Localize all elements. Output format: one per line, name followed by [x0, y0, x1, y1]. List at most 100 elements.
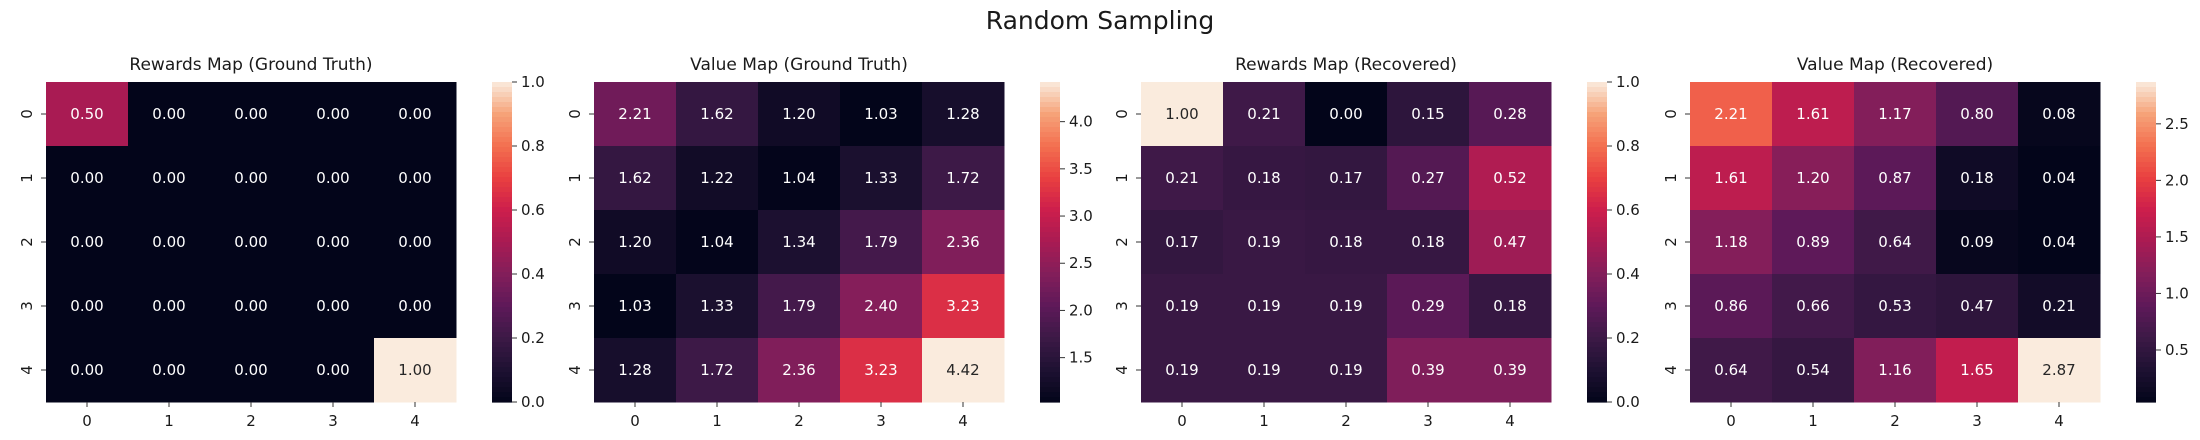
heatmap-cell [1690, 82, 1773, 147]
colorbar-segment [1587, 272, 1607, 278]
colorbar-tick-label: 0.8 [521, 137, 545, 155]
heatmap-cell [210, 338, 293, 403]
colorbar-segment [2136, 382, 2156, 388]
colorbar-tick-label: 2.5 [2165, 115, 2189, 133]
cell-value-label: 3.23 [946, 297, 979, 315]
cell-value-label: 0.19 [1247, 297, 1280, 315]
colorbar-segment [1040, 352, 1060, 358]
heatmap-cell [292, 210, 375, 275]
colorbar-segment [1040, 247, 1060, 253]
colorbar-segment [2136, 182, 2156, 188]
colorbar-segment [1587, 282, 1607, 288]
colorbar-segment [2136, 132, 2156, 138]
cell-value-label: 0.39 [1411, 361, 1444, 379]
colorbar-segment [492, 282, 512, 288]
colorbar-segment [1040, 347, 1060, 353]
x-tick-label: 0 [1177, 412, 1187, 430]
heatmap-cell [46, 146, 129, 211]
cell-value-label: 1.00 [398, 361, 431, 379]
cell-value-label: 1.34 [782, 233, 815, 251]
colorbar-tick-label: 0.0 [521, 393, 545, 411]
cell-value-label: 1.72 [946, 169, 979, 187]
colorbar-tick-label: 1.5 [2165, 228, 2189, 246]
heatmap-cell [374, 338, 457, 403]
colorbar-segment [1587, 392, 1607, 398]
colorbar-segment [1587, 257, 1607, 263]
cell-value-label: 1.72 [700, 361, 733, 379]
cell-value-label: 0.00 [70, 297, 103, 315]
colorbar-segment [2136, 207, 2156, 213]
colorbar-segment [1040, 207, 1060, 213]
colorbar-segment [492, 382, 512, 388]
colorbar-tick-label: 0.2 [1616, 329, 1640, 347]
colorbar-segment [1587, 337, 1607, 343]
heatmap-cell [1305, 210, 1388, 275]
x-tick-label: 4 [1505, 412, 1515, 430]
x-tick-label: 4 [410, 412, 420, 430]
cell-value-label: 1.17 [1878, 105, 1911, 123]
cell-value-label: 1.61 [1714, 169, 1747, 187]
colorbar-tick-label: 0.2 [521, 329, 545, 347]
heatmap-cell [292, 274, 375, 339]
colorbar-segment [1587, 207, 1607, 213]
colorbar-segment [492, 327, 512, 333]
colorbar-segment [1587, 182, 1607, 188]
colorbar-segment [1587, 302, 1607, 308]
colorbar-segment [2136, 152, 2156, 158]
colorbar-segment [1040, 252, 1060, 258]
colorbar-segment [492, 162, 512, 168]
colorbar-segment [2136, 82, 2156, 88]
heatmap-cell [758, 338, 841, 403]
colorbar-segment [1040, 332, 1060, 338]
panel-title: Value Map (Recovered) [1797, 55, 1993, 75]
y-tick-label: 3 [566, 301, 584, 311]
heatmap-panel-4: Value Map (Recovered) 2.21 1.61 1.17 0.80 0.0… [1662, 55, 2189, 430]
x-tick-label: 2 [794, 412, 804, 430]
colorbar-segment [2136, 242, 2156, 248]
colorbar-tick-label: 3.0 [1069, 207, 1093, 225]
cell-value-label: 0.52 [1493, 169, 1526, 187]
heatmap-cell [1387, 338, 1470, 403]
colorbar-segment [1040, 127, 1060, 133]
heatmap-cell [128, 338, 211, 403]
cell-value-label: 0.09 [1960, 233, 1993, 251]
colorbar-segment [1587, 347, 1607, 353]
heatmap-cell [210, 274, 293, 339]
colorbar-segment [492, 257, 512, 263]
cell-value-label: 0.19 [1165, 297, 1198, 315]
colorbar-segment [1587, 382, 1607, 388]
heatmap-cell [210, 146, 293, 211]
colorbar-segment [2136, 322, 2156, 328]
colorbar-segment [492, 322, 512, 328]
heatmap-cell [758, 146, 841, 211]
colorbar-segment [492, 317, 512, 323]
y-tick-label: 0 [1113, 109, 1131, 119]
colorbar-segment [492, 357, 512, 363]
colorbar-segment [1040, 327, 1060, 333]
colorbar-segment [492, 302, 512, 308]
colorbar-segment [492, 97, 512, 103]
colorbar-segment [2136, 362, 2156, 368]
colorbar-segment [1040, 172, 1060, 178]
colorbar-segment [2136, 97, 2156, 103]
y-tick-label: 2 [566, 237, 584, 247]
heatmap-cell [128, 274, 211, 339]
colorbar-segment [2136, 192, 2156, 198]
colorbar-segment [492, 202, 512, 208]
colorbar-segment [1040, 292, 1060, 298]
heatmap-cell [2018, 274, 2101, 339]
colorbar-segment [1040, 152, 1060, 158]
colorbar-segment [1040, 387, 1060, 393]
cell-value-label: 0.64 [1714, 361, 1747, 379]
colorbar-segment [492, 287, 512, 293]
colorbar-segment [492, 192, 512, 198]
heatmap-cell [1690, 338, 1773, 403]
colorbar-segment [1040, 217, 1060, 223]
cell-value-label: 0.18 [1247, 169, 1280, 187]
colorbar-segment [1040, 322, 1060, 328]
colorbar-segment [1040, 312, 1060, 318]
colorbar-segment [492, 242, 512, 248]
colorbar-segment [1040, 392, 1060, 398]
colorbar-segment [492, 342, 512, 348]
colorbar-segment [2136, 202, 2156, 208]
